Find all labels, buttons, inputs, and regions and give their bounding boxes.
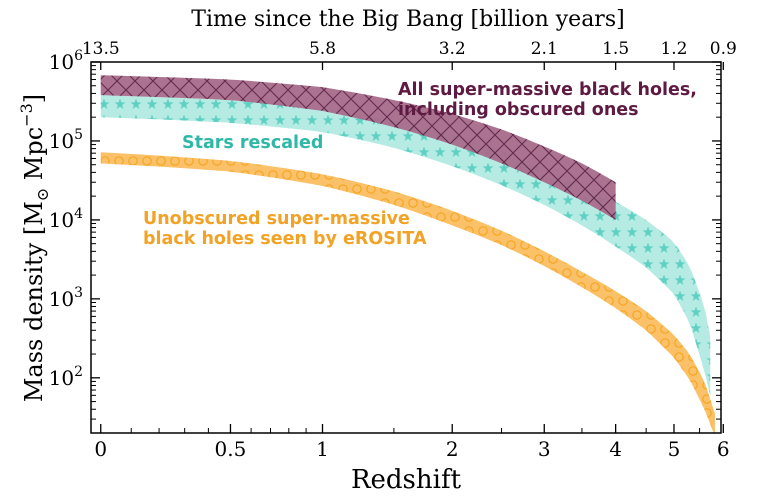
top-tick-label: 3.2 <box>439 39 466 59</box>
annotation-smbh: All super-massive black holes, including … <box>398 80 697 120</box>
x-tick-label: 2 <box>446 437 459 461</box>
band-all-smbh <box>100 75 616 220</box>
x-tick-label: 1 <box>316 437 329 461</box>
y-tick-label: 105 <box>49 127 83 153</box>
top-axis-title: Time since the Big Bang [billion years] <box>191 7 624 32</box>
y-tick-label: 104 <box>49 206 83 232</box>
y-tick-label: 103 <box>49 285 83 311</box>
band-unobscured-smbh <box>100 152 715 433</box>
y-tick-label: 102 <box>49 364 83 390</box>
plot-frame <box>90 61 722 434</box>
x-tick-label: 4 <box>609 437 622 461</box>
top-tick-label: 2.1 <box>531 39 558 59</box>
top-tick-label: 5.8 <box>309 39 336 59</box>
x-tick-label: 0.5 <box>215 437 247 461</box>
x-tick-label: 5 <box>668 437 681 461</box>
top-tick-label: 0.9 <box>710 39 737 59</box>
x-tick-label: 6 <box>717 437 730 461</box>
top-tick-label: 1.2 <box>660 39 687 59</box>
top-tick-label: 1.5 <box>602 39 629 59</box>
top-tick-label: 13.5 <box>82 39 120 59</box>
annotation-stars: Stars rescaled <box>182 133 323 153</box>
x-tick-label: 3 <box>538 437 551 461</box>
annotation-unobs: Unobscured super-massive black holes seen… <box>143 209 427 249</box>
y-axis-title: Mass density [M⊙ Mpc−3] <box>17 94 52 402</box>
y-tick-label: 106 <box>49 48 83 74</box>
x-tick-label: 0 <box>94 437 107 461</box>
x-axis-title: Redshift <box>351 465 462 495</box>
